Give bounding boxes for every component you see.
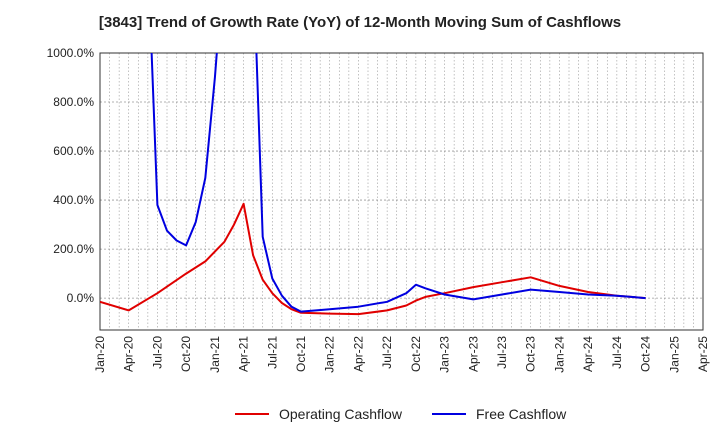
series-line-operating-cashflow — [100, 202, 646, 316]
y-tick-label: 800.0% — [53, 95, 94, 109]
plot-frame — [99, 52, 704, 331]
y-tick-label: 0.0% — [67, 291, 95, 305]
x-tick-label: Oct-24 — [639, 336, 653, 372]
x-tick-label: Apr-23 — [466, 336, 480, 372]
x-tick-label: Jan-23 — [438, 336, 452, 373]
legend-label-free-cashflow: Free Cashflow — [476, 406, 567, 422]
legend-label-operating-cashflow: Operating Cashflow — [279, 406, 402, 422]
x-tick-label: Jul-23 — [495, 336, 509, 369]
x-tick-label: Jul-20 — [150, 336, 164, 369]
x-tick-label: Oct-20 — [179, 336, 193, 372]
chart-title: [3843] Trend of Growth Rate (YoY) of 12-… — [98, 14, 622, 31]
x-tick-label: Jan-21 — [208, 336, 222, 373]
y-tick-label: 400.0% — [53, 193, 94, 207]
x-tick-label: Apr-21 — [237, 336, 251, 372]
x-tick-label: Apr-24 — [581, 336, 595, 372]
legend-swatch-operating-cashflow — [235, 413, 269, 415]
x-tick-label: Oct-22 — [409, 336, 423, 372]
x-tick-label: Apr-22 — [351, 336, 365, 372]
x-tick-label: Jan-22 — [323, 336, 337, 373]
y-tick-label: 1000.0% — [47, 46, 95, 60]
y-tick-label: 200.0% — [53, 242, 94, 256]
x-tick-label: Apr-20 — [122, 336, 136, 372]
legend: Operating Cashflow Free Cashflow — [0, 406, 720, 426]
x-tick-label: Jul-24 — [610, 336, 624, 369]
series-line-free-cashflow — [150, 53, 646, 313]
legend-item-free-cashflow: Free Cashflow — [432, 406, 566, 422]
x-tick-label: Jan-24 — [552, 336, 566, 373]
x-tick-label: Jul-21 — [265, 336, 279, 369]
x-tick-label: Jan-20 — [93, 336, 107, 373]
legend-swatch-free-cashflow — [432, 413, 466, 415]
x-tick-label: Jan-25 — [667, 336, 681, 373]
y-tick-label: 600.0% — [53, 144, 94, 158]
x-tick-label: Oct-23 — [524, 336, 538, 372]
x-tick-label: Jul-22 — [380, 336, 394, 369]
x-tick-label: Apr-25 — [696, 336, 710, 372]
x-tick-label: Oct-21 — [294, 336, 308, 372]
legend-item-operating-cashflow: Operating Cashflow — [235, 406, 402, 422]
